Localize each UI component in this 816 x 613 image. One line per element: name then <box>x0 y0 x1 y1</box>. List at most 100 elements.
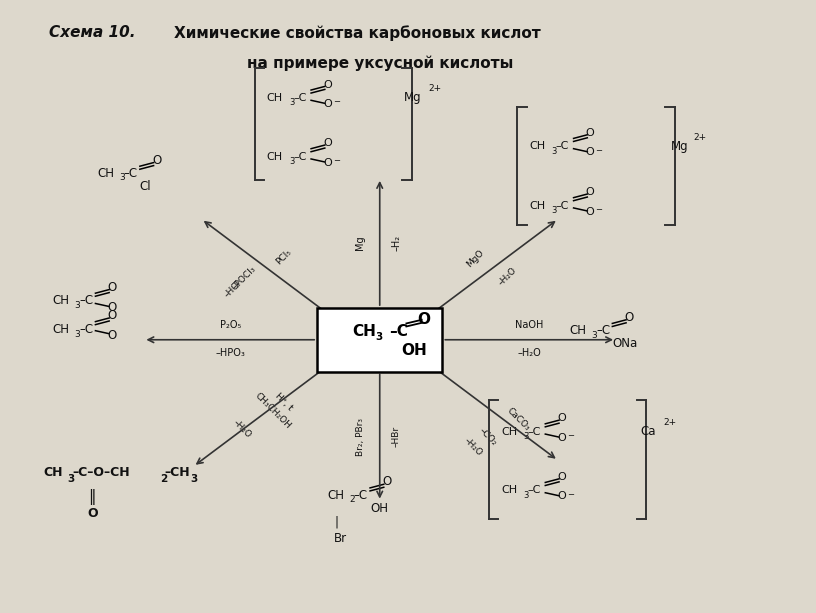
Text: CH₃CH₂OH: CH₃CH₂OH <box>253 390 293 430</box>
Text: Mg: Mg <box>404 91 422 104</box>
Text: 3: 3 <box>74 330 80 339</box>
Text: 3: 3 <box>592 331 597 340</box>
Text: CH: CH <box>529 141 545 151</box>
Text: −: − <box>567 490 574 499</box>
Text: –C: –C <box>527 427 541 436</box>
Text: −: − <box>333 156 340 166</box>
Text: Схема 10.: Схема 10. <box>49 25 135 40</box>
Text: O: O <box>382 475 392 489</box>
Text: на примере уксусной кислоты: на примере уксусной кислоты <box>246 56 513 71</box>
Text: 2+: 2+ <box>428 85 441 93</box>
Text: Mg: Mg <box>355 235 366 250</box>
Text: NaOH: NaOH <box>515 319 543 330</box>
Text: O: O <box>586 147 594 158</box>
Text: −: − <box>596 205 602 215</box>
Text: Br: Br <box>334 532 347 545</box>
Text: 2: 2 <box>349 495 355 504</box>
Text: 3: 3 <box>119 173 125 182</box>
Text: –H₂O: –H₂O <box>517 348 541 358</box>
Text: 3: 3 <box>190 474 197 484</box>
Text: O: O <box>323 139 332 148</box>
Text: O: O <box>108 329 117 342</box>
Text: –CH: –CH <box>164 466 189 479</box>
Text: –C: –C <box>556 141 570 151</box>
Text: –C: –C <box>293 93 307 103</box>
Text: O: O <box>323 158 332 167</box>
Text: –HPO₃: –HPO₃ <box>215 348 246 358</box>
Text: –H₂: –H₂ <box>392 235 401 251</box>
Text: –C: –C <box>124 167 138 180</box>
Text: O: O <box>557 472 566 482</box>
Text: CH: CH <box>570 324 587 337</box>
Text: –HBr: –HBr <box>392 426 401 447</box>
Text: H⁺, t: H⁺, t <box>273 391 295 412</box>
Text: O: O <box>557 433 566 443</box>
Text: −: − <box>333 97 340 107</box>
Text: –CO₂: –CO₂ <box>477 426 499 447</box>
Text: O: O <box>87 508 98 520</box>
Text: CH: CH <box>267 151 283 162</box>
Text: CaCO₃: CaCO₃ <box>505 406 531 433</box>
Text: 3: 3 <box>552 147 557 156</box>
Text: CH: CH <box>97 167 114 180</box>
Text: –C–O–CH: –C–O–CH <box>72 466 130 479</box>
Text: 2: 2 <box>160 474 167 484</box>
Text: O: O <box>586 207 594 216</box>
Text: PCl₅: PCl₅ <box>275 247 294 266</box>
Text: 3: 3 <box>67 474 74 484</box>
Text: ONa: ONa <box>612 338 637 351</box>
Text: –C: –C <box>556 200 570 210</box>
Text: Mg: Mg <box>671 140 688 153</box>
Text: –H₂O: –H₂O <box>231 418 253 440</box>
Text: 2+: 2+ <box>693 132 706 142</box>
Text: CH: CH <box>43 466 63 479</box>
Text: 2+: 2+ <box>663 418 676 427</box>
Text: 3: 3 <box>524 490 529 500</box>
Text: 3: 3 <box>290 157 295 166</box>
Text: O: O <box>586 187 594 197</box>
Text: MgO: MgO <box>465 248 486 269</box>
Text: 3: 3 <box>524 432 529 441</box>
Text: O: O <box>418 312 431 327</box>
Text: –C: –C <box>79 323 93 336</box>
Text: CH: CH <box>327 489 344 501</box>
Text: CH: CH <box>501 427 517 436</box>
Text: OH: OH <box>401 343 427 358</box>
Text: O: O <box>624 311 634 324</box>
Text: OH: OH <box>370 502 388 515</box>
Text: –C: –C <box>527 485 541 495</box>
Text: Br₂, PBr₃: Br₂, PBr₃ <box>357 417 366 455</box>
Text: 3: 3 <box>552 206 557 215</box>
Text: O: O <box>108 281 117 294</box>
Text: –C: –C <box>293 151 307 162</box>
Text: O: O <box>557 413 566 424</box>
Text: –C: –C <box>389 324 408 340</box>
Text: ‖: ‖ <box>87 489 95 505</box>
Text: O: O <box>586 128 594 138</box>
Text: O: O <box>323 99 332 109</box>
Text: CH: CH <box>529 200 545 210</box>
Text: 3: 3 <box>375 332 383 341</box>
Text: O: O <box>323 80 332 89</box>
Text: O: O <box>557 492 566 501</box>
Text: –HCl: –HCl <box>223 278 243 299</box>
Text: P₂O₅: P₂O₅ <box>220 319 241 330</box>
Text: CH: CH <box>52 294 69 307</box>
Text: O: O <box>108 309 117 322</box>
Text: CH: CH <box>501 485 517 495</box>
Text: Ca: Ca <box>641 425 656 438</box>
Text: CH: CH <box>267 93 283 103</box>
Text: –C: –C <box>79 294 93 307</box>
Bar <box>317 308 442 371</box>
Text: Химические свойства карбоновых кислот: Химические свойства карбоновых кислот <box>174 25 540 41</box>
Text: Cl: Cl <box>140 180 152 193</box>
Text: 3: 3 <box>290 98 295 107</box>
Text: |: | <box>335 516 339 529</box>
Text: −: − <box>567 432 574 440</box>
Text: –C: –C <box>596 324 610 337</box>
Text: –POCl₃: –POCl₃ <box>230 264 257 292</box>
Text: −: − <box>596 146 602 155</box>
Text: CH: CH <box>52 323 69 336</box>
Text: O: O <box>152 154 162 167</box>
Text: O: O <box>108 301 117 314</box>
